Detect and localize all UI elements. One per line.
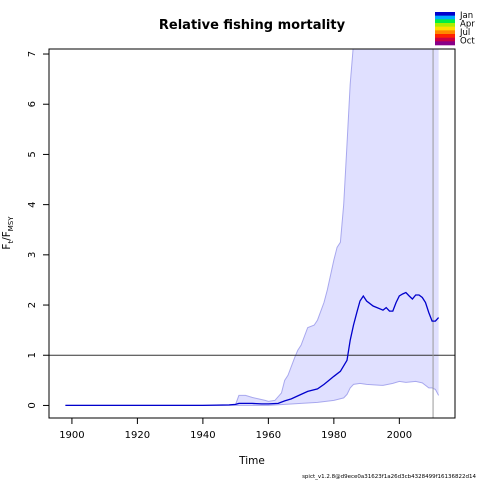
y-tick-label: 4 (27, 201, 38, 207)
y-tick-label: 7 (27, 51, 38, 57)
legend-label: Jul (459, 28, 470, 38)
y-axis-label-main: F (1, 244, 13, 250)
legend-color-swatch (435, 15, 455, 20)
legend-label: Oct (460, 37, 475, 47)
y-tick-label: 5 (27, 151, 38, 157)
y-tick-label: 0 (27, 402, 38, 408)
x-tick-label: 2000 (387, 430, 412, 441)
legend-color-swatch (435, 30, 455, 35)
estimate-line (65, 291, 440, 407)
y-tick-label: 1 (27, 352, 38, 358)
y-axis-label-sub1: t (7, 241, 15, 244)
chart-title: Relative fishing mortality (159, 18, 346, 33)
ci-upper-line (65, 49, 354, 406)
x-tick-label: 1980 (321, 430, 346, 441)
y-axis-label-sep: /F (1, 231, 13, 241)
legend-color-swatch (435, 37, 455, 42)
plot-area: 1900 1920 1940 1960 1980 2000 0 1 2 3 4 5 6 7 (27, 48, 456, 441)
ci-lower-line (65, 380, 440, 406)
legend-color-swatch (435, 34, 455, 38)
y-axis-label-sub2: MSY (7, 216, 15, 231)
x-tick-label: 1960 (256, 430, 281, 441)
x-axis-label: Time (238, 455, 265, 467)
x-tick-label: 1920 (125, 430, 150, 441)
legend-color-swatch (435, 23, 455, 27)
x-tick-label: 1900 (59, 430, 84, 441)
y-tick-label: 3 (27, 252, 38, 258)
legend-color-swatch (435, 12, 455, 16)
legend-color-swatch (435, 19, 455, 24)
legend-color-swatch (435, 41, 455, 46)
confidence-band (65, 49, 439, 406)
y-tick-label: 2 (27, 302, 38, 308)
legend-label: Jan (459, 11, 473, 21)
version-footnote: spict_v1.2.8@d9ece0a31623f1a26d3cb432849… (302, 474, 476, 480)
legend-label: Apr (460, 20, 475, 30)
y-tick-label: 6 (27, 101, 38, 107)
plot-frame (48, 48, 456, 419)
x-tick-label: 1940 (190, 430, 215, 441)
plot-content (49, 49, 455, 418)
y-axis-label: Ft/FMSY (1, 216, 15, 250)
legend-color-swatch (435, 26, 455, 31)
